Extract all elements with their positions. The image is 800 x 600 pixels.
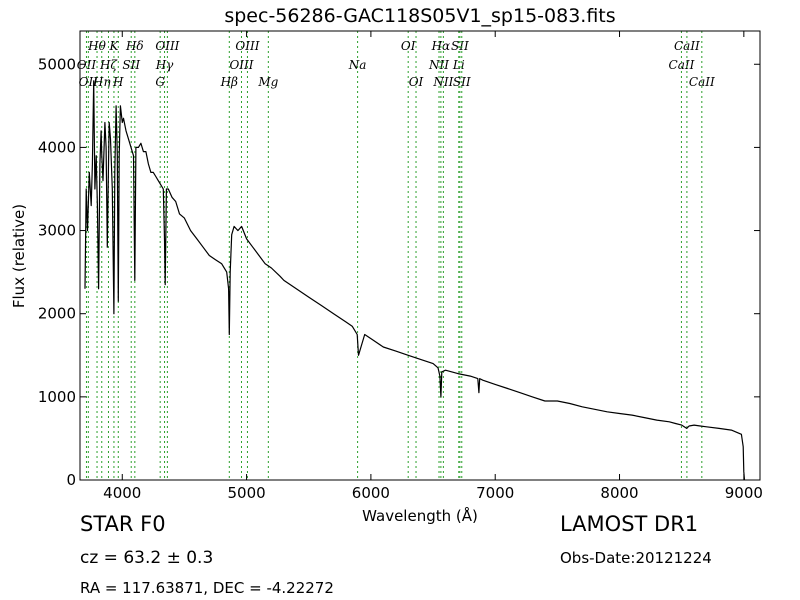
marker-label-12: Hβ bbox=[220, 75, 238, 89]
axes: 4000 5000 6000 7000 8000 9000 0 1000 2000 3000 400… bbox=[38, 30, 763, 502]
marker-label-5: K bbox=[108, 39, 119, 53]
marker-label-15: Mg bbox=[257, 75, 278, 89]
marker-label-22: Li bbox=[452, 58, 465, 72]
marker-label-6: H bbox=[112, 75, 124, 89]
y-tick-label-3: 3000 bbox=[38, 222, 76, 240]
marker-label-18: OI bbox=[409, 75, 424, 89]
redshift-text: cz = 63.2 ± 0.3 bbox=[80, 548, 214, 568]
marker-label-2: Hθ bbox=[87, 39, 106, 53]
y-tick-label-4: 4000 bbox=[38, 138, 76, 156]
spectrum-series bbox=[84, 80, 746, 481]
object-class-label: STAR F0 bbox=[80, 512, 166, 536]
x-tick-label-0: 4000 bbox=[103, 484, 141, 502]
marker-label-9: G bbox=[155, 75, 165, 89]
x-tick-label-4: 8000 bbox=[600, 484, 638, 502]
x-tick-label-5: 9000 bbox=[725, 484, 763, 502]
plot-frame bbox=[79, 30, 761, 481]
marker-label-14: OIII bbox=[235, 39, 259, 53]
marker-label-17: OI bbox=[401, 39, 416, 53]
x-tick-label-2: 6000 bbox=[352, 484, 390, 502]
coordinates-text: RA = 117.63871, DEC = -4.22272 bbox=[80, 579, 334, 597]
marker-label-26: CaII bbox=[674, 39, 700, 53]
marker-label-25: CaII bbox=[669, 58, 695, 72]
y-axis-label: Flux (relative) bbox=[10, 204, 28, 308]
marker-label-10: Hγ bbox=[155, 58, 174, 72]
marker-label-4: Hζ bbox=[99, 58, 118, 72]
marker-label-7: SII bbox=[122, 58, 140, 72]
y-tick-label-0: 0 bbox=[66, 471, 76, 489]
y-tick-label-5: 5000 bbox=[38, 55, 76, 73]
x-tick-label-3: 7000 bbox=[476, 484, 514, 502]
marker-label-8: Hδ bbox=[125, 39, 144, 53]
spectrum-line-0 bbox=[84, 80, 746, 481]
marker-label-27: CaII bbox=[689, 75, 715, 89]
x-axis-label: Wavelength (Å) bbox=[362, 506, 478, 525]
marker-label-21: NII bbox=[432, 75, 453, 89]
x-tick-label-1: 5000 bbox=[227, 484, 265, 502]
marker-label-19: NII bbox=[428, 58, 449, 72]
marker-label-16: Na bbox=[348, 58, 367, 72]
marker-label-3: Hη bbox=[92, 75, 111, 89]
marker-label-23: SII bbox=[451, 39, 469, 53]
marker-label-0: OII bbox=[77, 58, 97, 72]
marker-label-20: Hα bbox=[431, 39, 451, 53]
chart-title: spec-56286-GAC118S05V1_sp15-083.fits bbox=[224, 5, 615, 27]
marker-label-13: OIII bbox=[229, 58, 253, 72]
y-tick-label-1: 1000 bbox=[38, 388, 76, 406]
y-tick-label-2: 2000 bbox=[38, 305, 76, 323]
survey-label: LAMOST DR1 bbox=[560, 512, 699, 536]
marker-label-24: SII bbox=[453, 75, 471, 89]
emission-line-markers: OIIOIIHθHηHζKHSIIHδGHγOIIIHβOIIIOIIIMgNa… bbox=[77, 31, 715, 480]
marker-label-11: OIII bbox=[155, 39, 179, 53]
observation-date: Obs-Date:20121224 bbox=[560, 549, 712, 567]
